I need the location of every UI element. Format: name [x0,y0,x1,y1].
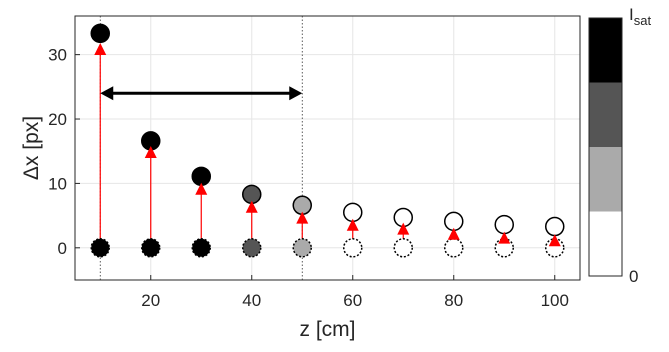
colorbar-segment [589,211,622,276]
arrow-heads [94,42,561,247]
arrow-head [195,182,208,195]
arrow-stems [99,52,556,248]
x-tick-label: 40 [242,291,261,310]
measured-point [292,195,312,216]
range-arrow-head-right [289,86,303,101]
reference-point [343,238,363,258]
arrow-head [397,222,410,235]
axis-ticks: 20 40 60 80 100 0 10 20 30 [48,46,569,310]
measured-point [545,216,565,237]
colorbar-segment [589,82,622,147]
colorbar-bottom-label: 0 [629,267,638,286]
reference-point [141,238,161,258]
measured-points [90,23,565,237]
y-tick-label: 30 [48,46,67,65]
measured-point [191,166,211,187]
y-axis-label: Δx [px] [20,116,43,180]
measured-point [444,211,464,232]
reference-point [393,238,413,258]
x-axis-label: z [cm] [300,318,356,341]
x-tick-label: 60 [343,291,362,310]
reference-point [292,238,312,258]
colorbar-top-label-main: I [629,5,634,24]
colorbar-top-label-sub: sat [634,13,652,28]
arrow-head [94,42,107,55]
reference-point [444,238,464,258]
colorbar-frame [588,17,623,277]
y-tick-label: 20 [48,110,67,129]
colorbar-top-label: Isat [629,5,651,28]
colorbar-segment [589,18,622,83]
measured-point [494,214,514,235]
range-arrow-head-left [100,86,114,101]
measured-point [242,184,262,205]
reference-point [242,238,262,258]
x-tick-label: 20 [141,291,160,310]
reference-point [90,238,110,258]
arrow-head [346,218,359,231]
reference-point [191,238,211,258]
plot-frame [74,15,581,281]
x-tick-label: 100 [541,291,569,310]
arrow-head [498,231,511,244]
colorbar-segment [589,147,622,212]
y-tick-label: 0 [58,239,67,258]
measured-point [90,23,110,44]
colorbar [588,17,623,277]
measured-point [343,202,363,223]
arrow-head [548,234,561,247]
arrow-head [144,146,157,158]
arrow-head [296,211,309,224]
arrow-head [245,200,258,213]
arrow-head [447,227,460,240]
y-tick-label: 10 [48,174,67,193]
x-tick-label: 80 [444,291,463,310]
range-annotation [100,86,303,101]
